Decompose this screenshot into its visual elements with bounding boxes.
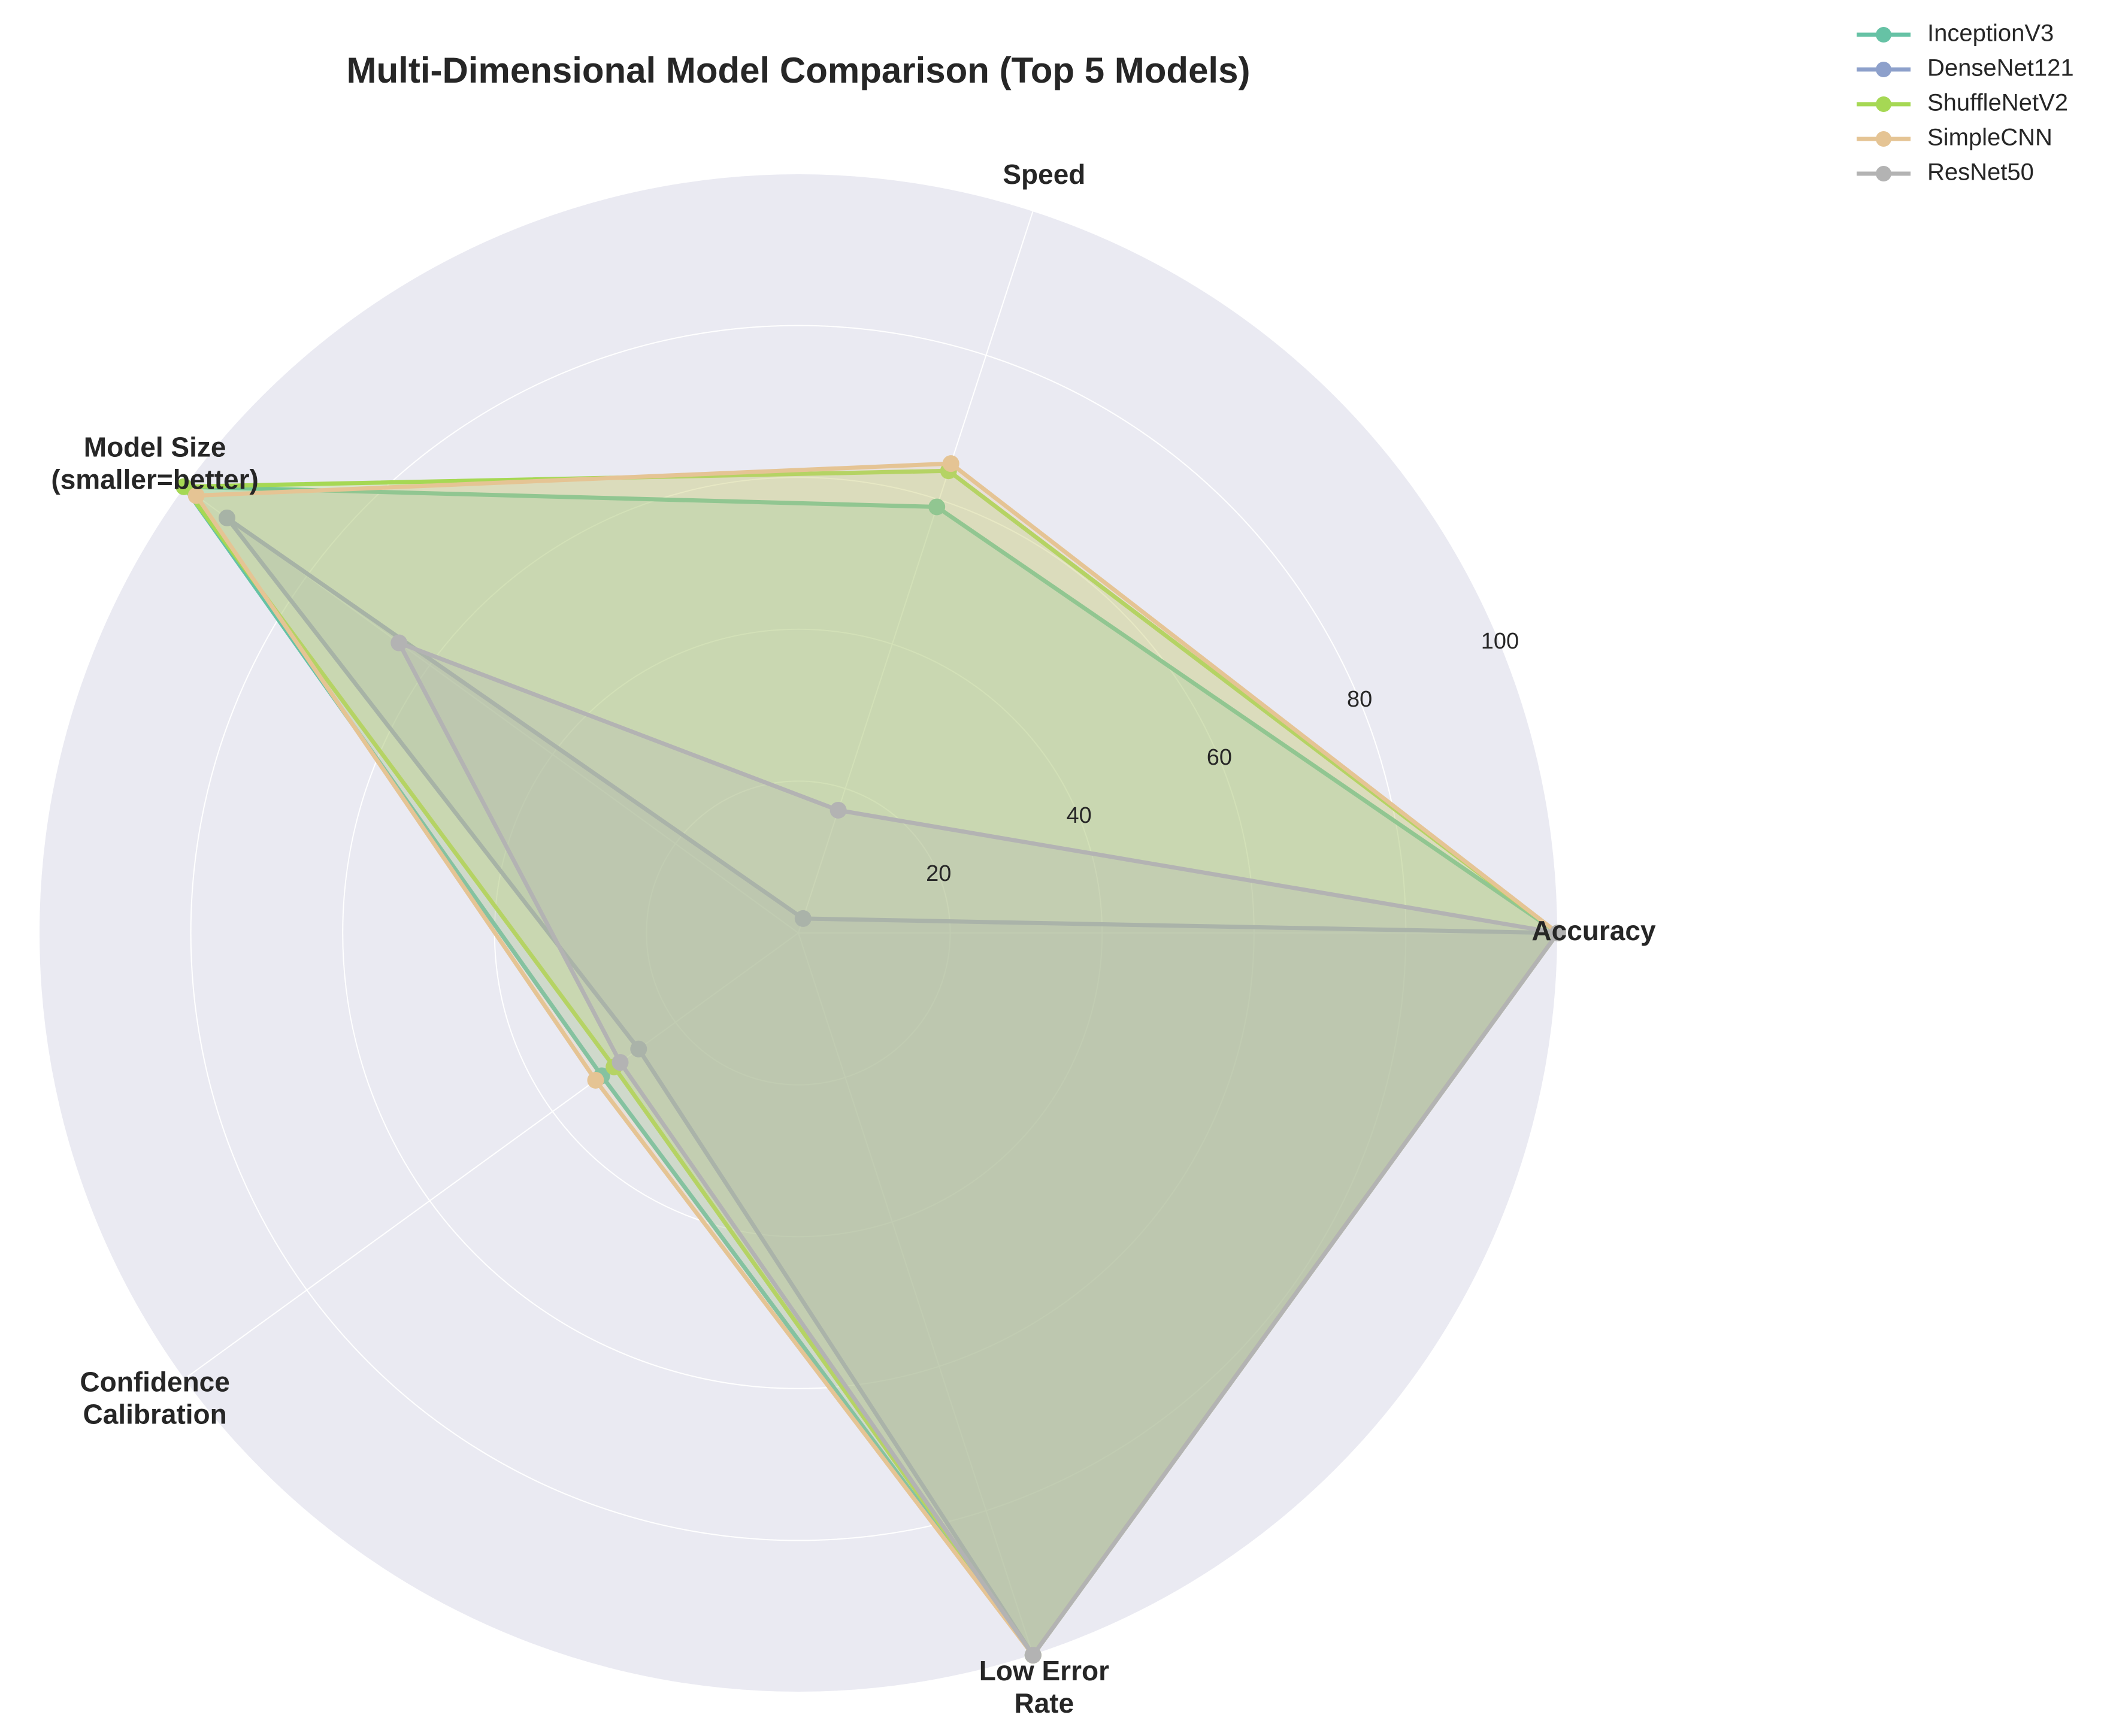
legend-item: ShuffleNetV2	[1857, 90, 2068, 116]
axis-label-line: Low Error	[979, 1655, 1109, 1686]
series-area	[184, 486, 1558, 1655]
data-point	[390, 634, 408, 652]
axis-label-line: Calibration	[83, 1399, 227, 1430]
grid-spoke	[183, 932, 799, 1380]
legend-label: DenseNet121	[1927, 55, 2074, 81]
data-point	[928, 498, 946, 516]
axis-label: Confidence Calibration	[80, 1367, 229, 1430]
series-area	[184, 471, 1558, 1655]
series-area	[196, 463, 1558, 1655]
legend-marker	[1876, 62, 1891, 77]
axis-label: Model Size (smaller=better)	[51, 432, 258, 495]
legend-label: SimpleCNN	[1927, 125, 2052, 151]
axis-label: Accuracy	[1531, 915, 1656, 946]
legend: InceptionV3 DenseNet121 ShuffleNetV2 Simple…	[1857, 20, 2074, 186]
legend-marker	[1876, 131, 1891, 147]
legend-label: ShuffleNetV2	[1927, 90, 2068, 116]
axis-label: Low Error Rate	[979, 1655, 1109, 1719]
legend-marker	[1876, 96, 1891, 112]
data-point	[1024, 1646, 1042, 1664]
grid-spoke	[798, 932, 1034, 1656]
data-point	[630, 1040, 647, 1058]
axis-label-line: Confidence	[80, 1367, 229, 1398]
data-point	[794, 910, 812, 927]
axis-label-line: Speed	[1003, 159, 1085, 190]
data-point	[1549, 925, 1566, 941]
data-point	[611, 1054, 629, 1071]
legend-label: ResNet50	[1927, 159, 2034, 186]
series-area	[227, 517, 1558, 1655]
r-tick-label: 60	[1207, 745, 1232, 770]
axis-label: Speed	[1003, 159, 1085, 190]
legend-item: ResNet50	[1857, 159, 2034, 186]
data-point	[829, 801, 847, 819]
r-tick-label: 40	[1066, 803, 1091, 828]
legend-item: InceptionV3	[1857, 20, 2054, 47]
legend-marker	[1876, 27, 1891, 43]
axis-label-line: Model Size	[84, 432, 226, 463]
chart-title: Multi-Dimensional Model Comparison (Top …	[347, 50, 1251, 90]
series-area	[399, 643, 1558, 1655]
series-resnet50	[390, 634, 1566, 1664]
data-point	[218, 509, 235, 526]
series-line	[396, 641, 1560, 1658]
data-point	[587, 1071, 604, 1089]
data-point	[942, 455, 959, 472]
axis-label-line: Rate	[1015, 1687, 1074, 1719]
legend-label: InceptionV3	[1927, 20, 2054, 47]
data-point	[175, 478, 193, 495]
axis-label-line: Accuracy	[1531, 915, 1656, 946]
legend-item: SimpleCNN	[1857, 125, 2052, 151]
plot-area: 20 40 60 80 100 Accuracy Speed Model Size (small…	[38, 159, 1656, 1719]
data-point	[187, 487, 205, 504]
legend-marker	[1876, 166, 1891, 181]
r-tick-label: 100	[1481, 629, 1519, 654]
r-tick-label: 20	[926, 861, 951, 886]
axis-label-line: (smaller=better)	[51, 464, 258, 495]
legend-item: DenseNet121	[1857, 55, 2074, 81]
r-tick-label: 80	[1347, 687, 1372, 712]
